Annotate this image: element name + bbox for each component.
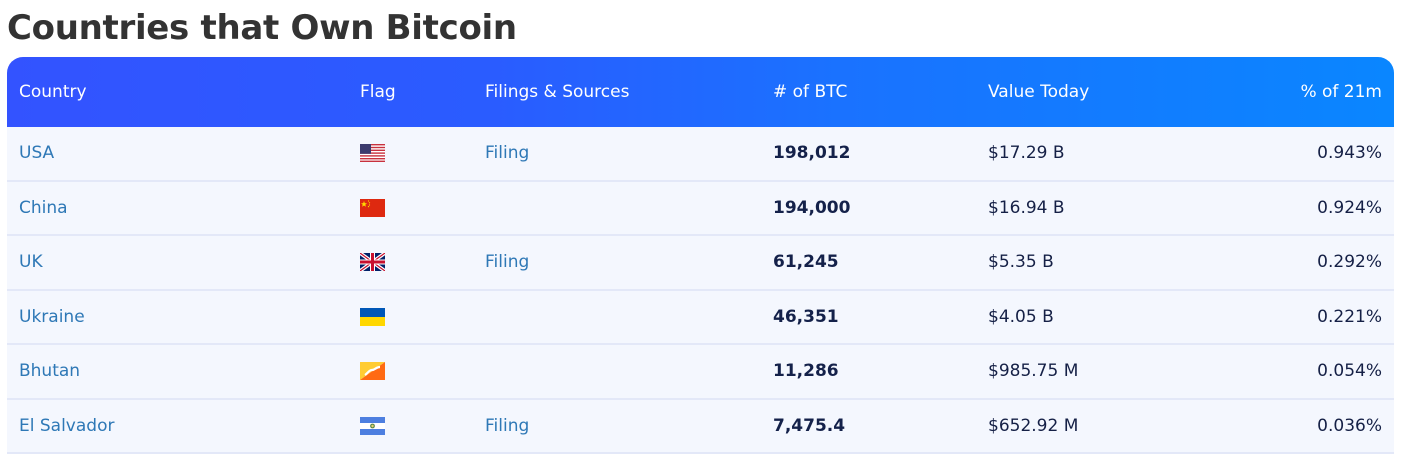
flag-el-salvador-icon [360,416,385,435]
value-today: $4.05 B [988,306,1054,327]
header-pct[interactable]: % of 21m [1300,82,1382,102]
table-row: China 194,000 $16.94 B 0.924% [7,180,1394,235]
page-title: Countries that Own Bitcoin [7,8,517,48]
flag-usa-icon [360,144,385,163]
pct-of-supply: 0.036% [1317,415,1382,436]
country-link[interactable]: Bhutan [19,361,81,382]
value-today: $5.35 B [988,252,1054,273]
flag-china-icon [360,198,385,217]
btc-amount: 198,012 [773,143,851,164]
flag-ukraine-icon [360,307,385,326]
value-today: $17.29 B [988,143,1065,164]
filing-link[interactable]: Filing [485,415,530,436]
country-link[interactable]: Ukraine [19,306,85,327]
flag-uk-icon [360,253,385,272]
header-flag[interactable]: Flag [360,82,396,102]
value-today: $985.75 M [988,361,1079,382]
filing-link[interactable]: Filing [485,252,530,273]
table-row: El Salvador Filing 7,475.4 $652.92 M 0.0… [7,398,1394,453]
pct-of-supply: 0.054% [1317,361,1382,382]
btc-amount: 11,286 [773,361,839,382]
pct-of-supply: 0.292% [1317,252,1382,273]
header-country[interactable]: Country [19,82,87,102]
country-link[interactable]: China [19,197,68,218]
header-filings[interactable]: Filings & Sources [485,82,630,102]
country-link[interactable]: El Salvador [19,415,115,436]
flag-bhutan-icon [360,362,385,381]
header-btc[interactable]: # of BTC [773,82,848,102]
pct-of-supply: 0.943% [1317,143,1382,164]
value-today: $652.92 M [988,415,1079,436]
table-row: UK Filing 61,245 $5.35 B 0.292% [7,235,1394,290]
table-row: Ukraine 46,351 $4.05 B 0.221% [7,289,1394,344]
btc-amount: 61,245 [773,252,839,273]
pct-of-supply: 0.221% [1317,306,1382,327]
btc-amount: 46,351 [773,306,839,327]
btc-amount: 7,475.4 [773,415,846,436]
country-link[interactable]: UK [19,252,43,273]
country-link[interactable]: USA [19,143,55,164]
pct-of-supply: 0.924% [1317,197,1382,218]
btc-amount: 194,000 [773,197,851,218]
table-header: Country Flag Filings & Sources # of BTC … [7,57,1394,127]
filing-link[interactable]: Filing [485,143,530,164]
header-value[interactable]: Value Today [988,82,1090,102]
value-today: $16.94 B [988,197,1065,218]
countries-table: Country Flag Filings & Sources # of BTC … [7,57,1394,454]
table-row: Bhutan 11,286 $985.75 M 0.054% [7,344,1394,399]
table-row: USA Filing 198,012 $17.29 B 0.943% [7,127,1394,181]
